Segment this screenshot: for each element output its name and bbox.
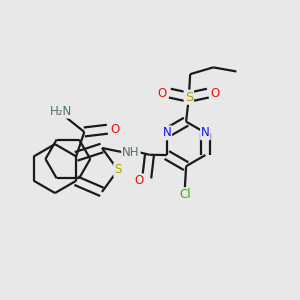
Text: O: O xyxy=(211,87,220,100)
Text: S: S xyxy=(184,91,193,104)
Text: O: O xyxy=(110,123,119,136)
Text: Cl: Cl xyxy=(179,188,190,201)
Text: NH: NH xyxy=(122,146,140,159)
Text: O: O xyxy=(158,87,167,100)
Text: N: N xyxy=(163,126,171,139)
Text: H₂N: H₂N xyxy=(50,105,72,118)
Text: S: S xyxy=(114,164,122,176)
Text: N: N xyxy=(201,126,210,139)
Text: O: O xyxy=(135,174,144,187)
